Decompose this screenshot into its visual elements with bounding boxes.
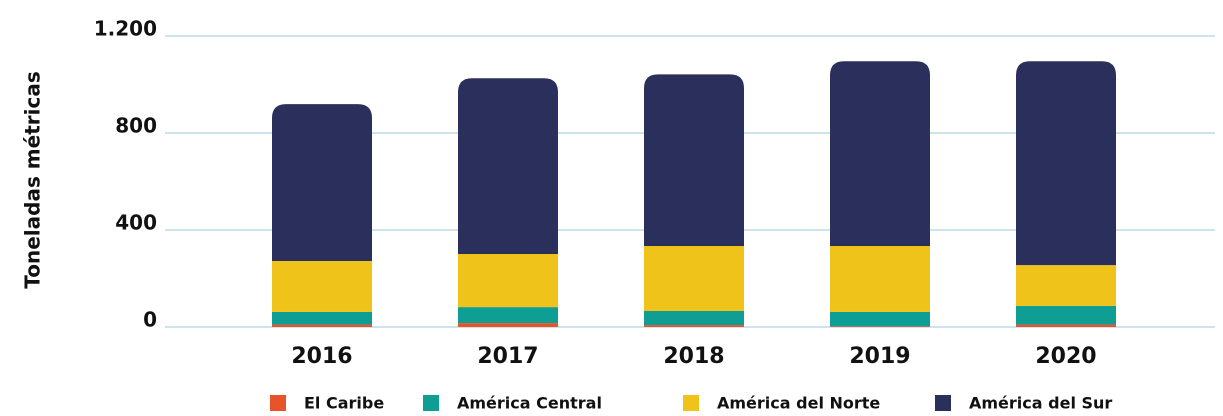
bar-segment bbox=[830, 326, 930, 327]
legend-label: América del Norte bbox=[717, 394, 880, 413]
x-tick-label: 2018 bbox=[663, 344, 724, 369]
bar-segment bbox=[1016, 61, 1116, 266]
bar-segment bbox=[272, 324, 372, 327]
bar-segment bbox=[458, 254, 558, 308]
legend-label: El Caribe bbox=[304, 394, 384, 413]
legend-label: América Central bbox=[457, 394, 602, 413]
bar-segment bbox=[644, 310, 744, 326]
legend-swatch bbox=[935, 395, 951, 411]
bar-segment bbox=[458, 307, 558, 324]
x-tick-label: 2019 bbox=[849, 344, 910, 369]
y-axis-label: Toneladas métricas bbox=[21, 71, 45, 289]
y-tick-label: 0 bbox=[143, 308, 157, 332]
bar-segment bbox=[644, 325, 744, 327]
y-tick-label: 800 bbox=[115, 114, 157, 138]
legend-swatch bbox=[270, 395, 286, 411]
legend-swatch bbox=[423, 395, 439, 411]
y-tick-label: 1.200 bbox=[94, 17, 157, 41]
bar-segment bbox=[272, 261, 372, 312]
bar-segment bbox=[458, 78, 558, 255]
legend-label: América del Sur bbox=[969, 394, 1112, 413]
bar-segment bbox=[272, 104, 372, 262]
bar-segment bbox=[1016, 265, 1116, 306]
bar-segment bbox=[830, 311, 930, 327]
x-tick-label: 2017 bbox=[477, 344, 538, 369]
y-tick-label: 400 bbox=[115, 211, 157, 235]
bar-segment bbox=[644, 74, 744, 247]
bar-segment bbox=[830, 61, 930, 247]
x-tick-label: 2016 bbox=[291, 344, 352, 369]
bar-segment bbox=[1016, 324, 1116, 327]
bar-segment bbox=[830, 246, 930, 312]
bar-segment bbox=[272, 311, 372, 325]
legend-swatch bbox=[683, 395, 699, 411]
bar-segment bbox=[644, 246, 744, 311]
x-tick-label: 2020 bbox=[1035, 344, 1096, 369]
bar-segment bbox=[458, 323, 558, 327]
bar-segment bbox=[1016, 305, 1116, 325]
